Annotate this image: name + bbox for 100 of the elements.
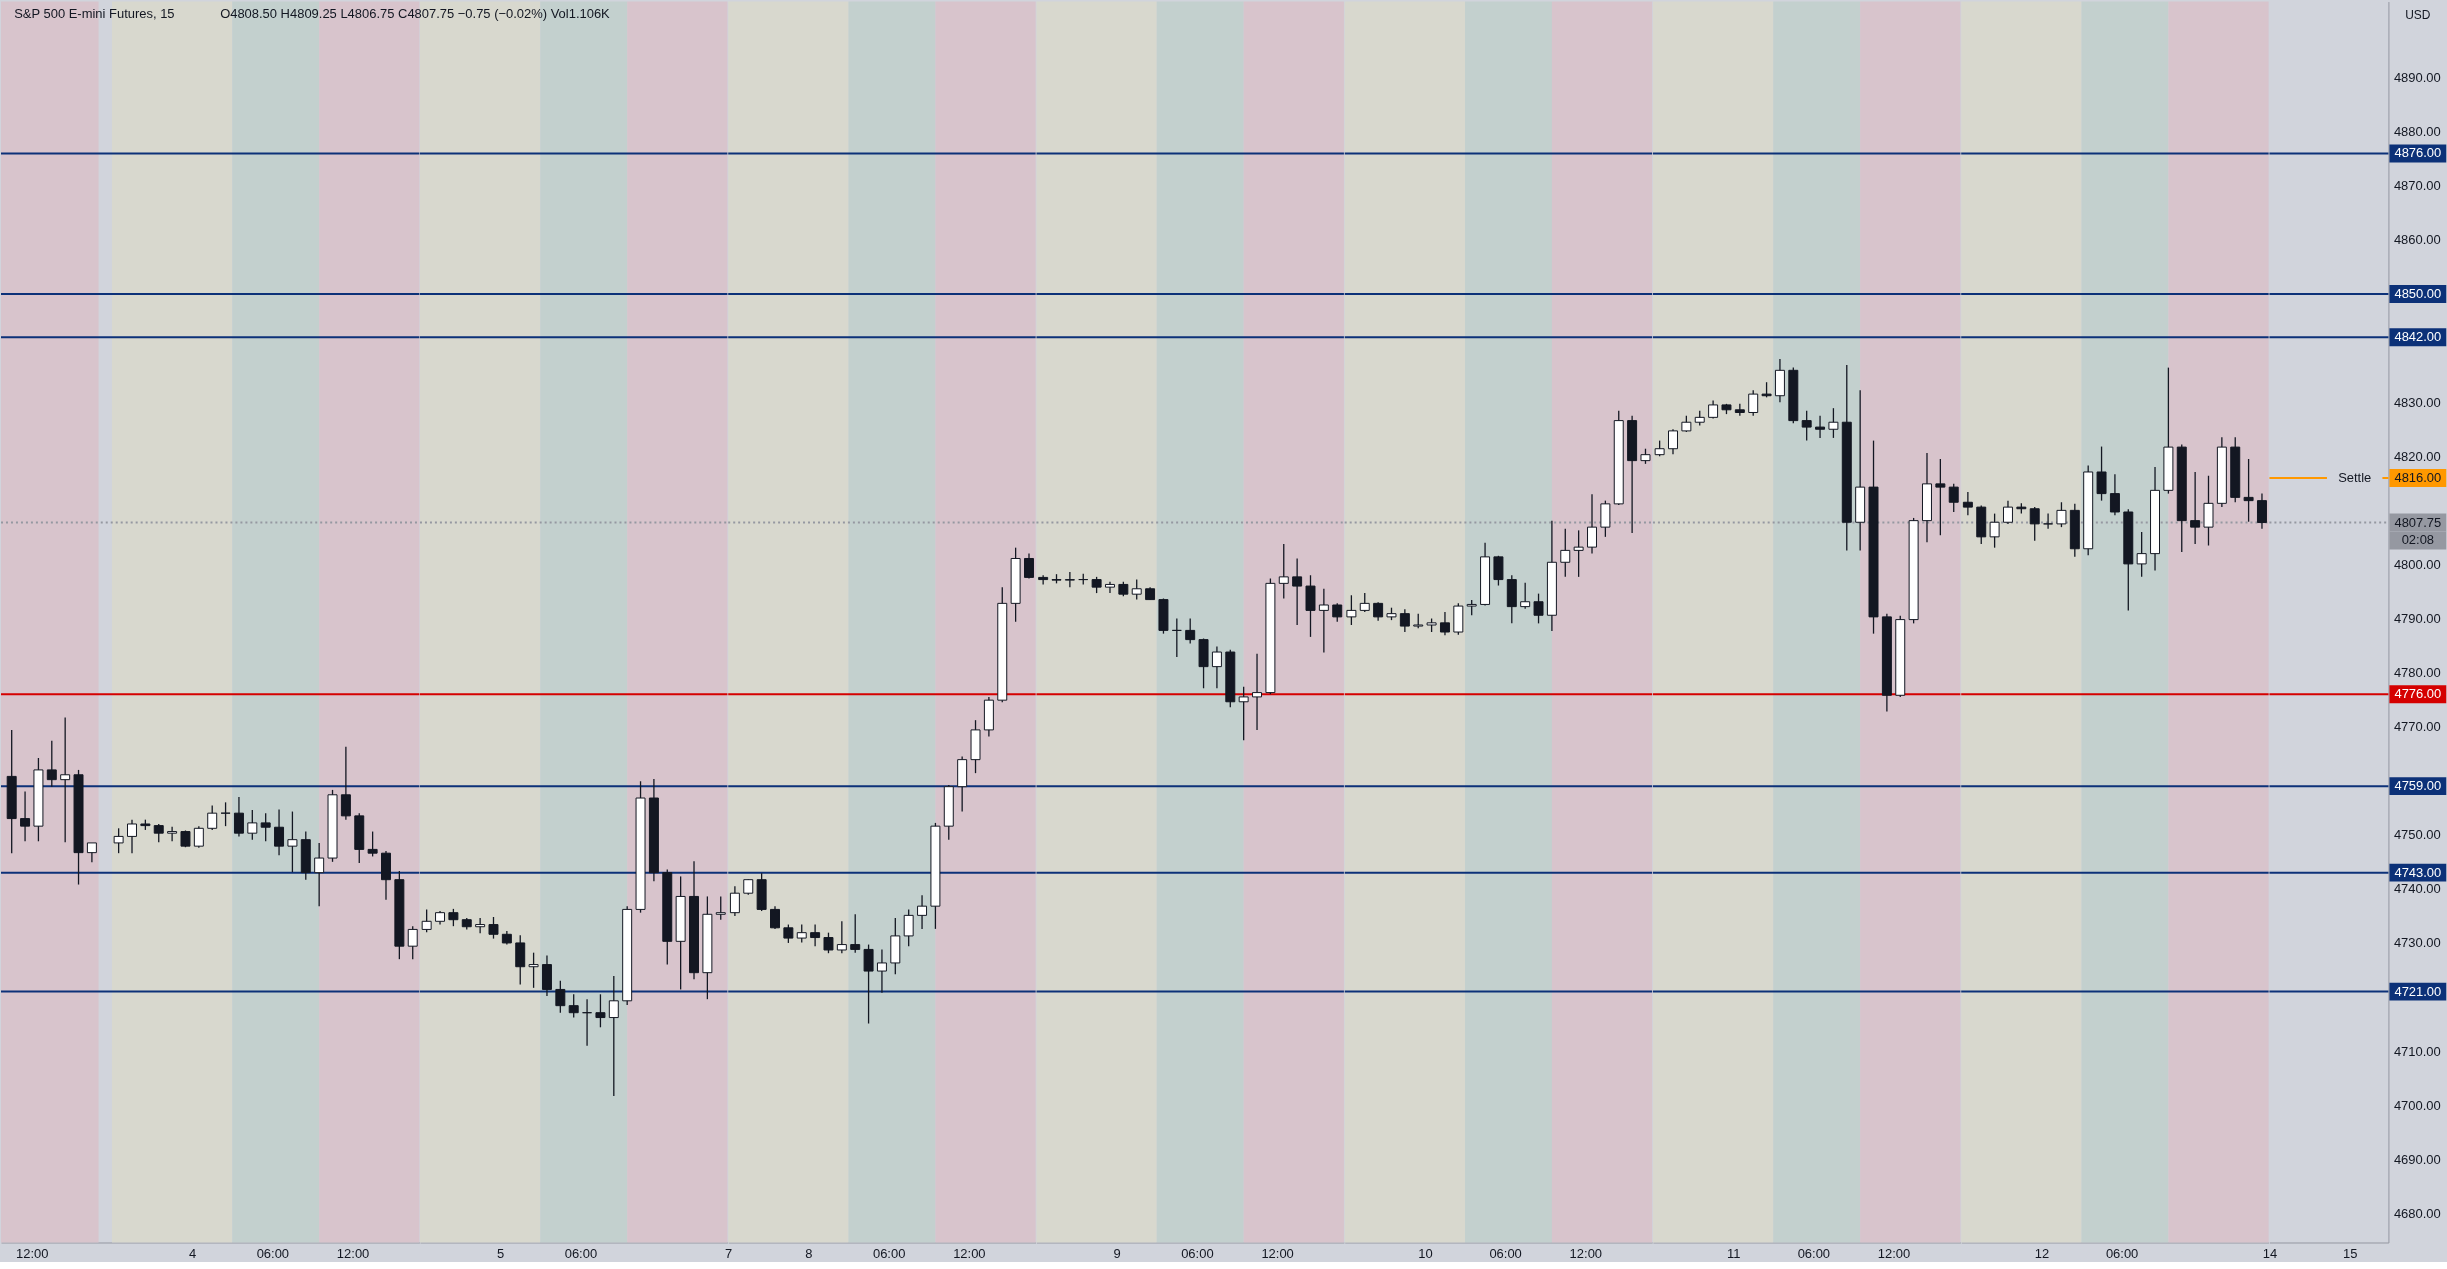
candlestick [836, 920, 847, 954]
y-tick-label: 4730.00 [2393, 935, 2441, 951]
candlestick [608, 975, 619, 1097]
candlestick [715, 895, 726, 921]
candlestick [1815, 415, 1826, 439]
x-tick-label: 12:00 [336, 1245, 370, 1261]
x-tick-label: 7 [725, 1245, 733, 1261]
candlestick [2043, 512, 2054, 530]
candlestick [2136, 531, 2147, 578]
candlestick [1346, 594, 1357, 626]
x-tick-label: 12 [2034, 1245, 2050, 1261]
candlestick [568, 993, 579, 1019]
candlestick [555, 980, 566, 1014]
candlestick [1828, 407, 1839, 439]
ref-line-label: 4721.00 [2394, 983, 2442, 999]
candlestick [488, 916, 499, 940]
candlestick [528, 952, 539, 989]
candlestick [1493, 555, 1504, 587]
candlestick [1211, 645, 1222, 689]
candlestick [1439, 611, 1450, 636]
y-tick-label: 4890.00 [2393, 70, 2441, 86]
candlestick [515, 934, 526, 986]
candlestick [850, 913, 861, 954]
x-tick-label: 06:00 [1797, 1245, 1831, 1261]
x-tick-label: 9 [1113, 1245, 1121, 1261]
candlestick [1359, 592, 1370, 613]
candlestick [1278, 543, 1289, 600]
y-tick-label: 4680.00 [2393, 1205, 2441, 1221]
x-tick-label: 06:00 [1489, 1245, 1522, 1261]
candlestick [823, 932, 834, 954]
x-tick-label: 06:00 [872, 1245, 906, 1261]
x-tick-label: 06:00 [2105, 1245, 2139, 1261]
candlestick [1748, 389, 1759, 417]
y-tick-label: 4790.00 [2393, 611, 2441, 626]
candlestick [1948, 483, 1959, 513]
x-tick-label: 10 [1418, 1245, 1433, 1261]
x-tick-label: 12:00 [16, 1245, 49, 1261]
candlestick [1989, 512, 2000, 549]
candlestick [903, 908, 914, 947]
candlestick [1292, 557, 1303, 626]
candlestick [407, 925, 418, 960]
candlestick [153, 823, 164, 844]
candlestick [2203, 475, 2214, 547]
candlestick [1104, 581, 1115, 594]
candlestick [1131, 578, 1142, 601]
text: 02:08 [2401, 532, 2435, 548]
x-tick-label: 06:00 [564, 1245, 598, 1261]
x-tick-label: 11 [1726, 1245, 1741, 1261]
candlestick [113, 827, 124, 854]
candlestick [1600, 499, 1611, 538]
candlestick [314, 842, 325, 907]
candlestick [1399, 608, 1410, 633]
candlestick [1024, 552, 1034, 580]
candlestick [167, 826, 178, 842]
y-tick-label: 4740.00 [2393, 881, 2441, 897]
y-tick-label: 4830.00 [2393, 394, 2441, 410]
candlestick [2109, 473, 2120, 516]
candlestick [1318, 588, 1329, 654]
candlestick [729, 885, 740, 917]
ref-line-label: 4807.75 [2394, 514, 2442, 530]
candlestick [770, 905, 780, 930]
y-tick-label: 4800.00 [2393, 556, 2441, 572]
candlestick [1962, 491, 1973, 516]
candlestick [1038, 574, 1049, 586]
ref-line-label: 4743.00 [2394, 864, 2442, 880]
candlestick [1064, 571, 1075, 588]
candlestick [1332, 602, 1343, 623]
candlestick [193, 825, 204, 849]
y-tick-label: 4770.00 [2393, 719, 2441, 735]
candlestick [207, 804, 218, 831]
candlestick [1560, 528, 1571, 578]
candlestick [2002, 499, 2013, 525]
candlestick [247, 809, 258, 841]
candlestick [1238, 685, 1249, 741]
candlestick [127, 819, 137, 854]
x-tick-label: 5 [497, 1245, 505, 1261]
y-tick-label: 4820.00 [2393, 448, 2441, 464]
x-tick-label: 4 [189, 1245, 197, 1261]
candlestick [340, 746, 351, 821]
candlestick [1373, 601, 1384, 622]
x-tick-label: 12:00 [953, 1245, 986, 1261]
candlestick [810, 923, 821, 947]
candlestick [595, 993, 606, 1028]
candlestick [1668, 428, 1678, 455]
y-tick-label: 4690.00 [2393, 1151, 2441, 1167]
y-tick-label: 4700.00 [2393, 1097, 2441, 1113]
y-tick-label: 4780.00 [2393, 665, 2441, 681]
candlestick [287, 810, 298, 873]
y-tick-label: 4880.00 [2393, 124, 2441, 140]
text: USD [2405, 8, 2431, 23]
chart-title: S&P 500 E-mini Futures, 15 [14, 5, 175, 21]
candlestick [421, 908, 432, 933]
x-tick-label: 12:00 [1569, 1245, 1603, 1261]
candlestick [1185, 617, 1196, 645]
candlestick [1252, 653, 1263, 731]
candlestick [863, 943, 874, 1025]
x-tick-label: 14 [2262, 1245, 2278, 1261]
candlestick [1533, 592, 1544, 625]
candlestick [1573, 529, 1584, 578]
ref-line-label: 4842.00 [2394, 329, 2442, 345]
